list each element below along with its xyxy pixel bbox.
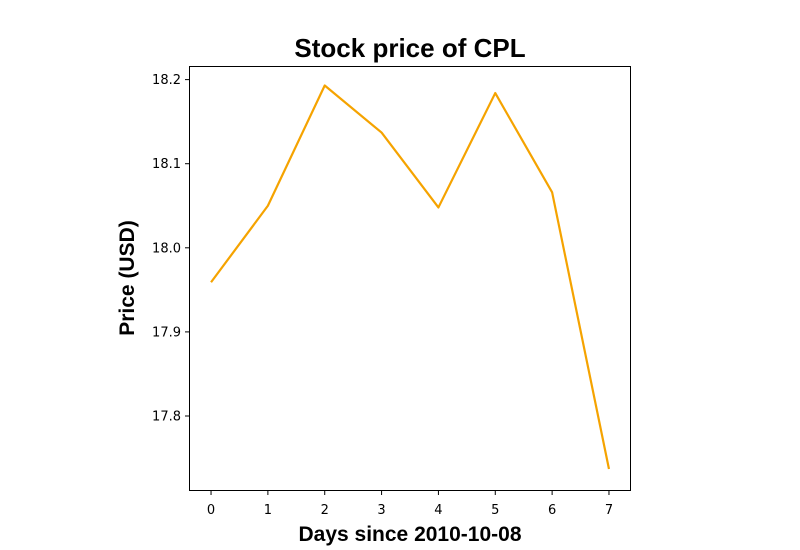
y-axis: 17.8 17.9 18.0 18.1 18.2 [152, 73, 190, 424]
x-tick-label: 4 [434, 503, 442, 518]
x-axis: 0 1 2 3 4 5 6 7 [207, 490, 613, 518]
y-tick-label: 17.8 [152, 409, 181, 424]
x-tick-label: 7 [605, 503, 613, 518]
chart-title: Stock price of CPL [294, 33, 525, 63]
x-tick-label: 2 [321, 503, 329, 518]
plot-area-frame [189, 66, 631, 491]
x-tick-label: 5 [491, 503, 499, 518]
y-tick-label: 18.2 [152, 73, 181, 88]
series-layer [210, 84, 611, 470]
x-axis-label: Days since 2010-10-08 [299, 523, 522, 546]
y-axis-label: Price (USD) [116, 220, 139, 336]
x-tick-label: 0 [207, 503, 215, 518]
y-tick-label: 17.9 [152, 325, 181, 340]
y-tick-label: 18.1 [152, 157, 181, 172]
x-tick-label: 1 [264, 503, 272, 518]
price-series-line [210, 84, 611, 470]
x-tick-label: 6 [548, 503, 556, 518]
x-tick-label: 3 [377, 503, 385, 518]
y-tick-label: 18.0 [152, 241, 181, 256]
